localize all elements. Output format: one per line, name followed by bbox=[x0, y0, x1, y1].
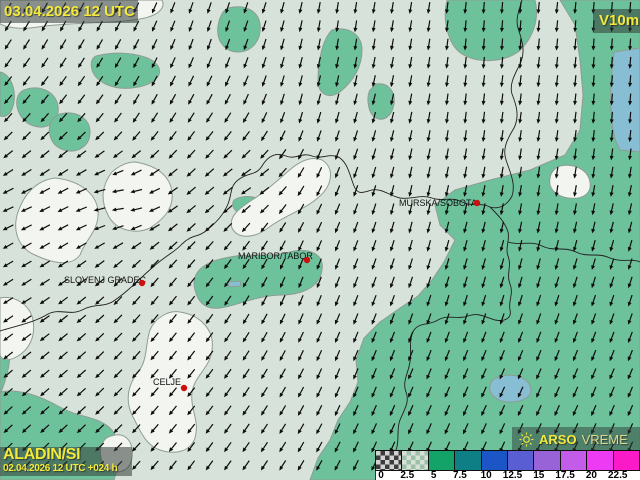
legend-tick: 12.5 bbox=[502, 470, 523, 480]
border-line bbox=[507, 241, 640, 263]
map-region-green bbox=[217, 6, 261, 53]
sun-icon bbox=[519, 432, 534, 447]
field-label: V10m bbox=[599, 12, 640, 29]
map-region-green bbox=[0, 71, 15, 117]
map-region-white bbox=[15, 177, 99, 264]
map-region-green bbox=[90, 52, 160, 89]
map-region-blue bbox=[489, 374, 532, 403]
map-region-white bbox=[102, 161, 173, 232]
legend-tick: 2.5 bbox=[400, 470, 415, 480]
model-info-badge: ALADIN/SI 02.04.2026 12 UTC +024 h bbox=[0, 447, 132, 476]
wind-speed-legend: 0 2.5 5 7.5 10 12.5 15 17.5 20 22.5 bbox=[375, 450, 640, 480]
city-dot bbox=[180, 384, 188, 392]
field-badge: V10m bbox=[593, 9, 640, 33]
legend-step-12.5 bbox=[508, 451, 534, 470]
legend-step-2.5 bbox=[402, 451, 428, 470]
legend-tick: 7.5 bbox=[452, 470, 467, 480]
map-region-blue bbox=[610, 47, 640, 153]
city-label: MURSKA/SOBOTA bbox=[399, 198, 477, 208]
legend-tick: 10 bbox=[480, 470, 492, 480]
map-region-green bbox=[48, 112, 91, 152]
map-region-green bbox=[193, 250, 323, 309]
valid-datetime-text: 02.04.2026 12 UTC +024 h bbox=[3, 463, 118, 474]
map-region-green bbox=[367, 83, 395, 120]
logo-service-text: VREME bbox=[581, 432, 628, 447]
legend-tick: 20 bbox=[585, 470, 597, 480]
map-region-green bbox=[309, 0, 640, 480]
legend-step-7.5 bbox=[455, 451, 481, 470]
map-region-white bbox=[0, 296, 35, 361]
border-line bbox=[393, 206, 512, 480]
legend-step-10 bbox=[481, 451, 508, 470]
city-dot bbox=[303, 256, 311, 264]
border-line bbox=[489, 0, 524, 209]
legend-tick: 0 bbox=[378, 470, 384, 480]
legend-tick-labels: 0 2.5 5 7.5 10 12.5 15 17.5 20 22.5 bbox=[375, 470, 640, 480]
map-region-white bbox=[127, 311, 213, 453]
legend-step-0 bbox=[376, 451, 402, 470]
city-dot bbox=[138, 279, 146, 287]
wind-arrow-heads bbox=[2, 8, 633, 472]
legend-tick: 15 bbox=[533, 470, 545, 480]
legend-tick: 22.5 bbox=[607, 470, 628, 480]
border-line bbox=[0, 154, 491, 332]
legend-step-22.5 bbox=[613, 451, 640, 470]
map-region-white bbox=[230, 157, 331, 237]
legend-step-15 bbox=[534, 451, 560, 470]
city-label: SLOVENJ GRADEC bbox=[64, 275, 147, 285]
map-region-green bbox=[444, 0, 537, 61]
run-datetime-text: 03.04.2026 12 UTC bbox=[4, 3, 135, 20]
legend-color-steps bbox=[375, 450, 640, 471]
legend-tick: 5 bbox=[430, 470, 437, 480]
city-dot bbox=[473, 199, 481, 207]
map-region-blue bbox=[227, 280, 242, 288]
legend-step-20 bbox=[587, 451, 613, 470]
legend-step-5 bbox=[428, 451, 455, 470]
run-datetime-badge: 03.04.2026 12 UTC bbox=[0, 0, 138, 23]
logo-org-text: ARSO bbox=[539, 432, 577, 447]
arso-vreme-logo: ARSO VREME bbox=[512, 427, 640, 452]
city-label: MARIBOR/TABOR bbox=[238, 251, 313, 261]
model-name: ALADIN/SI bbox=[3, 446, 81, 463]
legend-tick: 17.5 bbox=[555, 470, 575, 480]
city-markers: SLOVENJ GRADEC MARIBOR/TABOR MURSKA/SOBOTA… bbox=[64, 198, 481, 392]
legend-step-17.5 bbox=[560, 451, 587, 470]
map-region-white bbox=[549, 164, 591, 199]
city-label: CELJE bbox=[153, 377, 181, 387]
